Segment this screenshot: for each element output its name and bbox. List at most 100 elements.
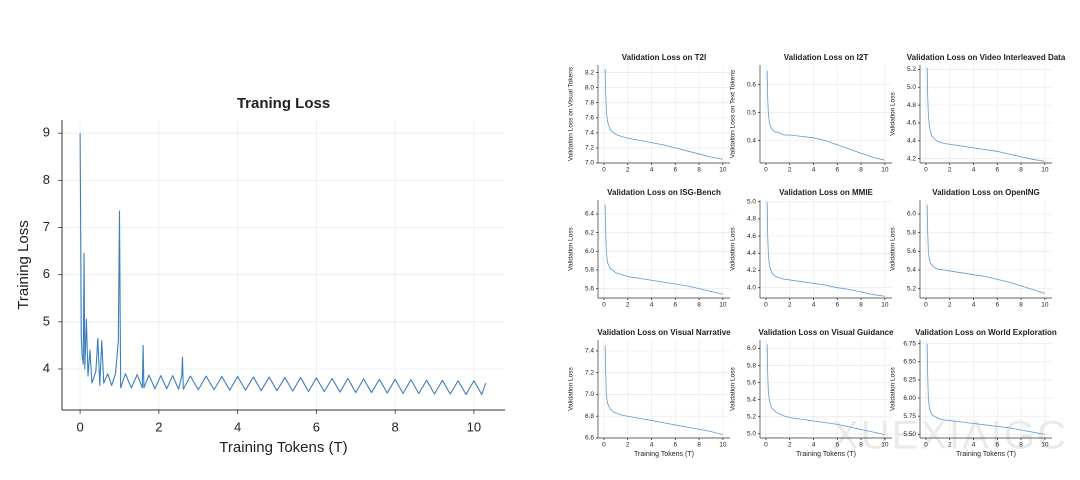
- x-tick-label: 4: [812, 302, 816, 309]
- loss-line: [926, 67, 1045, 162]
- x-tick-label: 6: [835, 167, 839, 174]
- y-axis-label: Validation Loss: [568, 226, 575, 270]
- y-axis-label: Validation Loss on Text Tokens: [730, 69, 737, 158]
- x-tick-label: 4: [972, 167, 976, 174]
- y-axis-label: Validation Loss: [730, 366, 737, 410]
- chart-title: Validation Loss on Video Interleaved Dat…: [907, 53, 1066, 62]
- x-tick-label: 2: [788, 302, 792, 309]
- watermark: XUEXIAIGC: [832, 414, 1068, 458]
- y-axis-label: Validation Loss: [568, 366, 575, 410]
- y-tick-label: 5.6: [747, 379, 756, 386]
- y-tick-label: 5.2: [907, 285, 916, 292]
- x-tick-label: 6: [313, 419, 320, 434]
- y-tick-label: 7.2: [585, 369, 594, 376]
- y-tick-label: 7.0: [585, 160, 594, 167]
- y-tick-label: 5.2: [747, 413, 756, 420]
- loss-line: [766, 70, 885, 161]
- y-axis-label: Validation Loss: [890, 226, 897, 270]
- x-tick-label: 8: [859, 442, 863, 449]
- chart-title: Validation Loss on T2I: [622, 53, 706, 62]
- x-tick-label: 8: [859, 302, 863, 309]
- x-tick-label: 4: [650, 302, 654, 309]
- y-tick-label: 6.8: [585, 413, 594, 420]
- x-tick-label: 8: [859, 167, 863, 174]
- y-tick-label: 6.4: [585, 211, 594, 218]
- x-tick-label: 10: [881, 167, 889, 174]
- x-tick-label: 0: [924, 167, 928, 174]
- x-tick-label: 8: [697, 442, 701, 449]
- x-tick-label: 6: [673, 167, 677, 174]
- x-tick-label: 0: [924, 442, 928, 449]
- y-tick-label: 0.6: [747, 81, 756, 88]
- y-tick-label: 9: [43, 125, 50, 140]
- x-tick-label: 2: [626, 302, 630, 309]
- y-tick-label: 4: [43, 360, 50, 375]
- x-tick-label: 0: [924, 302, 928, 309]
- x-tick-label: 10: [1041, 302, 1049, 309]
- loss-line: [604, 204, 723, 295]
- x-tick-label: 10: [881, 442, 889, 449]
- loss-line: [604, 68, 723, 160]
- x-tick-label: 4: [234, 419, 241, 434]
- x-tick-label: 6: [995, 302, 999, 309]
- x-tick-label: 4: [972, 442, 976, 449]
- loss-line: [926, 343, 1045, 435]
- x-tick-label: 2: [155, 419, 162, 434]
- x-tick-label: 2: [626, 167, 630, 174]
- y-tick-label: 6.0: [747, 345, 756, 352]
- x-tick-label: 0: [764, 167, 768, 174]
- chart-title: Validation Loss on ISG-Bench: [607, 188, 721, 197]
- y-tick-label: 5.2: [907, 66, 916, 73]
- y-tick-label: 6: [43, 266, 50, 281]
- y-axis-label: Validation Loss: [890, 91, 897, 135]
- x-tick-label: 8: [697, 302, 701, 309]
- x-axis-label: Training Tokens (T): [956, 451, 1016, 458]
- y-tick-label: 5.6: [585, 285, 594, 292]
- y-tick-label: 5.4: [907, 267, 916, 274]
- y-tick-label: 6.50: [903, 358, 916, 365]
- chart-title: Validation Loss on I2T: [784, 53, 869, 62]
- y-axis-label: Validation Loss: [890, 366, 897, 410]
- y-tick-label: 5.75: [903, 413, 916, 420]
- y-tick-label: 4.4: [747, 250, 756, 257]
- x-tick-label: 2: [948, 167, 952, 174]
- y-tick-label: 5.0: [747, 198, 756, 205]
- y-tick-label: 6.0: [585, 248, 594, 255]
- y-tick-label: 5.8: [747, 362, 756, 369]
- x-tick-label: 10: [1041, 167, 1049, 174]
- chart-title: Validation Loss on Visual Narrative: [597, 328, 731, 337]
- y-tick-label: 5.0: [907, 84, 916, 91]
- loss-line: [604, 345, 723, 436]
- x-tick-label: 8: [392, 419, 399, 434]
- y-axis-label: Validation Loss: [730, 226, 737, 270]
- y-tick-label: 0.5: [747, 109, 756, 116]
- y-tick-label: 5.8: [907, 229, 916, 236]
- y-tick-label: 6.6: [585, 435, 594, 442]
- x-tick-label: 10: [881, 302, 889, 309]
- x-axis-label: Training Tokens (T): [796, 451, 856, 458]
- x-axis-label: Training Tokens (T): [219, 439, 347, 456]
- x-tick-label: 6: [673, 442, 677, 449]
- y-tick-label: 8: [43, 172, 50, 187]
- x-tick-label: 6: [835, 302, 839, 309]
- x-tick-label: 8: [697, 167, 701, 174]
- x-tick-label: 8: [1019, 442, 1023, 449]
- x-tick-label: 0: [602, 167, 606, 174]
- x-tick-label: 6: [995, 442, 999, 449]
- chart-title: Traning Loss: [237, 95, 330, 112]
- y-tick-label: 5.6: [907, 248, 916, 255]
- x-axis-label: Training Tokens (T): [634, 451, 694, 458]
- x-tick-label: 0: [764, 302, 768, 309]
- chart-title: Validation Loss on OpenING: [932, 188, 1040, 197]
- y-tick-label: 5.8: [585, 267, 594, 274]
- x-tick-label: 2: [948, 442, 952, 449]
- x-tick-label: 4: [650, 442, 654, 449]
- x-tick-label: 8: [1019, 167, 1023, 174]
- y-tick-label: 5.0: [747, 430, 756, 437]
- x-tick-label: 2: [788, 442, 792, 449]
- x-tick-label: 10: [719, 302, 727, 309]
- x-tick-label: 0: [76, 419, 83, 434]
- x-tick-label: 2: [626, 442, 630, 449]
- x-tick-label: 2: [788, 167, 792, 174]
